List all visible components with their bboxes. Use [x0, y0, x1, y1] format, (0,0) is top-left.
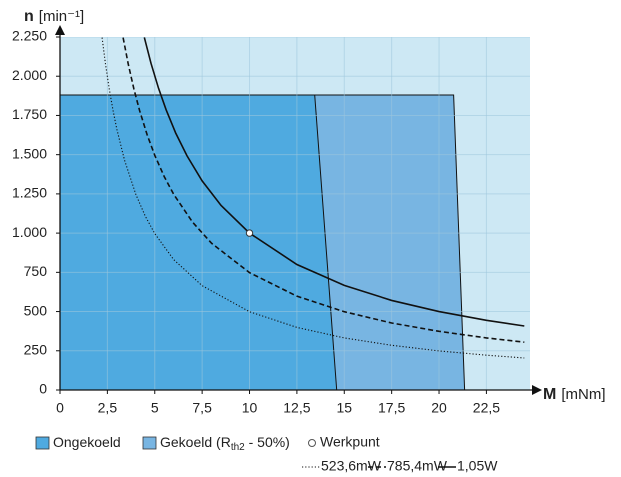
y-tick-label: 2.250	[12, 28, 47, 44]
legend-swatch	[142, 436, 157, 450]
y-tick-label: 1.500	[12, 145, 47, 161]
x-tick-label: 5	[151, 400, 159, 416]
x-axis-symbol: M	[543, 386, 556, 403]
legend-label-part: Gekoeld (R	[160, 434, 231, 450]
x-tick-label: 10	[242, 400, 258, 416]
x-tick-label: 0	[56, 400, 64, 416]
y-tick-label: 1.750	[12, 106, 47, 122]
y-tick-label: 1.000	[12, 224, 47, 240]
y-axis-arrow	[55, 25, 65, 35]
x-tick-label: 15	[336, 400, 352, 416]
operating-region	[60, 94, 338, 390]
legend-label: Werkpunt	[320, 434, 380, 450]
legend-label: 523,6mW	[321, 458, 382, 474]
x-axis-unit: [mNm]	[561, 386, 605, 403]
plot-layer	[60, 37, 530, 390]
legend-label-part: th2	[231, 442, 245, 453]
y-tick-label: 2.000	[12, 67, 47, 83]
x-tick-label: 20	[431, 400, 447, 416]
power-curve	[101, 37, 525, 359]
y-axis-unit: [min⁻¹]	[39, 8, 84, 25]
x-tick-label: 22,5	[473, 400, 500, 416]
legend-label: Gekoeld (Rth2 - 50%)	[160, 434, 290, 453]
y-tick-label: 750	[24, 263, 48, 279]
x-axis-label: M [mNm]	[543, 386, 606, 403]
y-tick-label: 250	[24, 341, 48, 357]
x-tick-label: 17,5	[378, 400, 405, 416]
legend-label-part: - 50%)	[245, 434, 290, 450]
legend-swatch	[35, 436, 50, 450]
y-tick-label: 1.250	[12, 185, 47, 201]
x-tick-label: 2,5	[98, 400, 118, 416]
legend-label: 785,4mW	[387, 458, 448, 474]
legend-label: 1,05W	[457, 458, 498, 474]
x-tick-label: 7,5	[192, 400, 212, 416]
legend-label-part: Ongekoeld	[53, 434, 121, 450]
x-axis-arrow	[532, 385, 542, 395]
y-axis-label: n [min⁻¹]	[24, 8, 84, 25]
y-tick-label: 500	[24, 302, 48, 318]
power-curve	[122, 37, 525, 343]
power-curve	[143, 37, 525, 327]
operating-point	[245, 229, 254, 237]
x-tick-label: 12,5	[283, 400, 310, 416]
legend-point	[308, 439, 316, 447]
y-axis-symbol: n	[24, 8, 34, 25]
legend-label: Ongekoeld	[53, 434, 121, 450]
y-tick-label: 0	[39, 381, 47, 397]
